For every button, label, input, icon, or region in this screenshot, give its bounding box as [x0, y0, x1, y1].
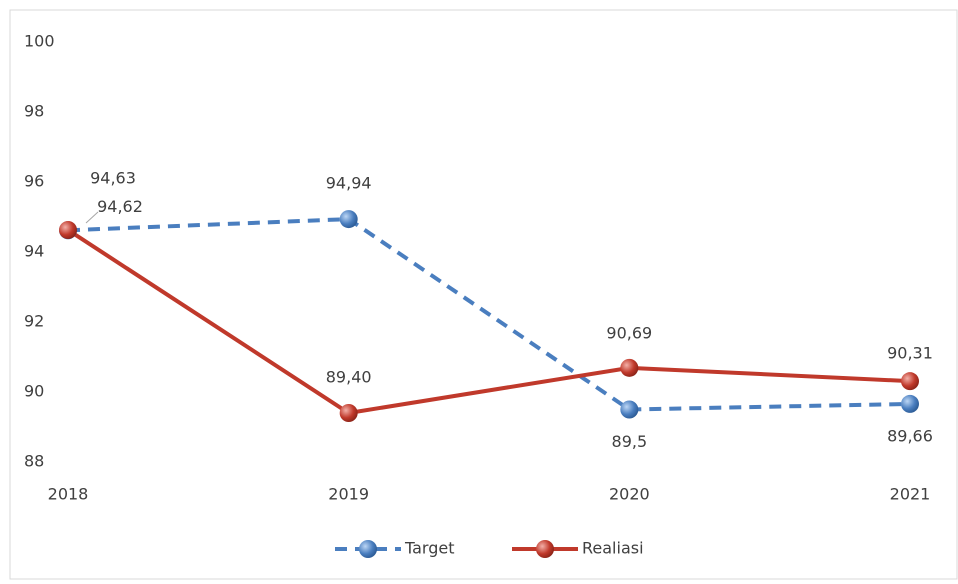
y-tick-label: 88: [24, 452, 44, 471]
data-label: 94,94: [326, 174, 372, 193]
data-label: 89,5: [612, 432, 648, 451]
leader-line: [85, 211, 99, 224]
data-label: 90,31: [887, 344, 933, 363]
legend-marker: [359, 540, 377, 558]
y-tick-label: 92: [24, 312, 44, 331]
data-label: 94,62: [97, 197, 143, 216]
series-line: [67, 217, 911, 412]
chart-frame: [9, 9, 958, 580]
x-tick-label: 2019: [328, 485, 369, 504]
y-tick-label: 90: [24, 382, 44, 401]
data-label: 90,69: [606, 323, 652, 342]
data-point: [620, 400, 639, 419]
data-label: 89,66: [887, 426, 933, 445]
legend-label: Realiasi: [582, 539, 644, 558]
data-point: [620, 358, 639, 377]
data-point: [901, 394, 919, 413]
y-tick-label: 96: [24, 172, 44, 191]
data-point: [59, 220, 77, 239]
data-point: [901, 372, 919, 391]
data-label: 94,63: [90, 168, 136, 187]
data-point: [339, 404, 358, 422]
data-label: 89,40: [326, 368, 372, 387]
x-tick-label: 2021: [890, 485, 931, 504]
series-line: [66, 228, 911, 416]
x-tick-label: 2018: [48, 485, 89, 504]
x-tick-label: 2020: [609, 485, 650, 504]
y-tick-label: 94: [24, 242, 44, 261]
data-point: [339, 210, 358, 229]
y-tick-label: 100: [24, 32, 55, 51]
legend-label: Target: [404, 539, 455, 558]
y-tick-label: 98: [24, 102, 44, 121]
legend-marker: [536, 540, 554, 558]
